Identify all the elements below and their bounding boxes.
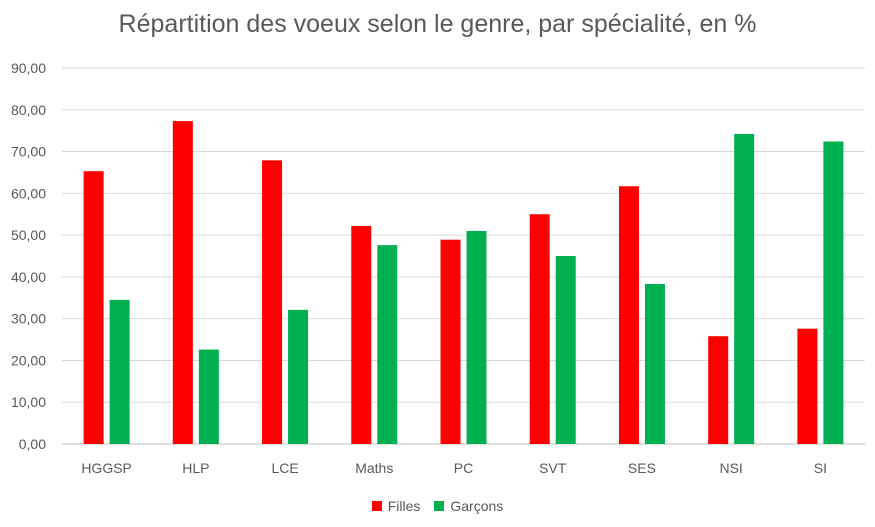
y-tick-label: 0,00 (19, 436, 46, 452)
bar-filles-pc (440, 239, 461, 444)
y-tick-label: 10,00 (11, 394, 46, 410)
y-tick-label: 70,00 (11, 144, 46, 160)
x-category-label: SVT (539, 460, 567, 476)
y-tick-label: 80,00 (11, 102, 46, 118)
x-category-label: LCE (271, 460, 298, 476)
y-tick-label: 90,00 (11, 60, 46, 76)
bar-filles-hggsp (83, 171, 104, 445)
x-category-label: PC (454, 460, 473, 476)
bar-garons-si (823, 141, 844, 445)
bar-garons-ses (644, 283, 665, 444)
legend-item-garcons: Garçons (434, 498, 503, 514)
bar-garons-lce (288, 309, 309, 444)
bar-filles-hlp (172, 121, 193, 445)
legend-label-filles: Filles (387, 498, 421, 514)
y-tick-label: 30,00 (11, 311, 46, 327)
bar-filles-ses (618, 186, 639, 444)
x-category-label: HGGSP (81, 460, 132, 476)
bar-garons-hlp (198, 349, 219, 444)
y-tick-label: 50,00 (11, 227, 46, 243)
x-category-label: SI (814, 460, 827, 476)
bar-filles-nsi (708, 336, 729, 444)
bar-garons-nsi (734, 134, 755, 444)
legend: Filles Garçons (0, 498, 875, 514)
legend-swatch-filles (371, 501, 382, 511)
bar-filles-lce (262, 160, 283, 444)
legend-label-garcons: Garçons (450, 498, 504, 514)
chart-title: Répartition des voeux selon le genre, pa… (118, 10, 757, 38)
y-tick-label: 60,00 (11, 185, 46, 201)
y-tick-label: 20,00 (11, 352, 46, 368)
legend-item-filles: Filles (371, 498, 421, 514)
bar-filles-maths (351, 225, 372, 444)
bar-filles-si (797, 328, 818, 444)
x-category-label: NSI (719, 460, 742, 476)
bar-garons-pc (466, 230, 487, 444)
x-category-label: Maths (355, 460, 393, 476)
bar-filles-svt (529, 214, 550, 444)
x-category-label: SES (628, 460, 656, 476)
bar-garons-svt (555, 256, 576, 444)
legend-swatch-garcons (434, 501, 445, 511)
bar-garons-hggsp (109, 299, 130, 444)
y-tick-label: 40,00 (11, 269, 46, 285)
bar-garons-maths (377, 245, 398, 444)
x-category-label: HLP (182, 460, 209, 476)
